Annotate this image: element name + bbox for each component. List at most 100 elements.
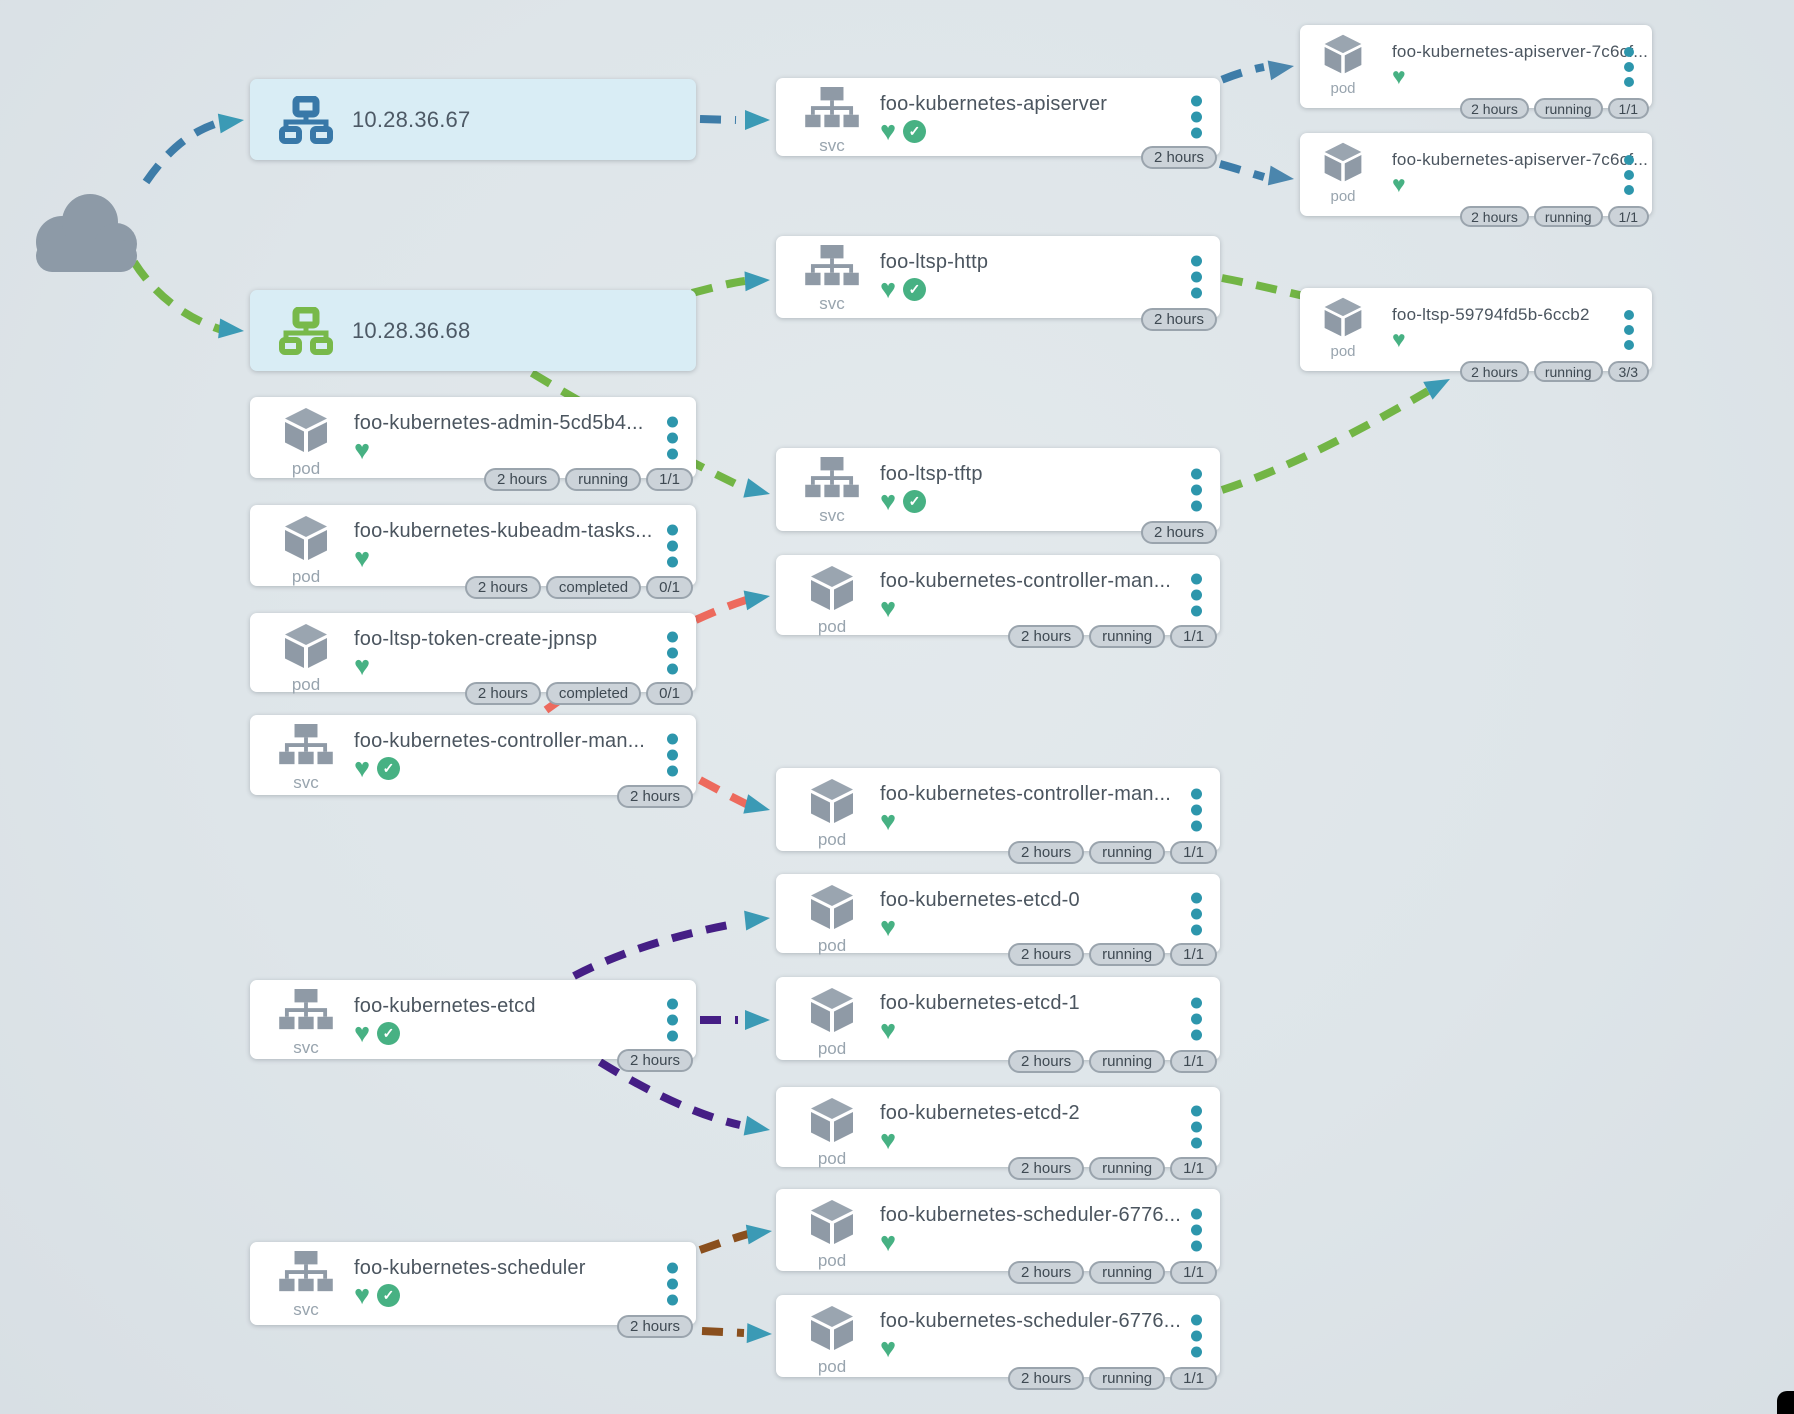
pod-apiserver-2-card[interactable]: pod foo-kubernetes-apiserver-7c6cf... ♥ 2 h…: [1300, 133, 1652, 227]
pod-etcd-0-card[interactable]: pod foo-kubernetes-etcd-0 ♥ 2 hours running 1…: [776, 874, 1220, 966]
pod-controller-manager-1-card[interactable]: pod foo-kubernetes-controller-man... ♥ 2 ho…: [776, 555, 1220, 648]
menu-dot: [1191, 95, 1202, 107]
menu-dot: [1191, 924, 1202, 935]
badge-ready: 1/1: [1607, 98, 1649, 119]
pod-ltsp-token-create-card[interactable]: pod foo-ltsp-token-create-jpnsp ♥ 2 hours co…: [250, 613, 696, 705]
menu-dot: [1191, 804, 1202, 815]
pod-icon-block: pod: [1314, 33, 1372, 96]
host-10-28-36-68-card[interactable]: 10.28.36.68: [250, 290, 696, 371]
menu-dot: [1191, 500, 1202, 511]
menu-dot: [1624, 339, 1634, 350]
badge-age: 2 hours: [616, 785, 693, 808]
kebab-menu-button[interactable]: [665, 1260, 680, 1307]
health-heart-icon: ♥: [880, 806, 897, 836]
host-network-icon: [279, 95, 333, 144]
kebab-menu-button[interactable]: [1189, 94, 1204, 141]
kind-label-pod: pod: [817, 1357, 847, 1376]
kebab-menu-button[interactable]: [1189, 1207, 1204, 1254]
pod-etcd-2-card[interactable]: pod foo-kubernetes-etcd-2 ♥ 2 hours running 1…: [776, 1087, 1220, 1180]
kind-label-pod: pod: [817, 617, 847, 636]
kebab-menu-button[interactable]: [665, 522, 680, 569]
health-indicators: ♥: [880, 1017, 896, 1044]
kind-label-pod: pod: [817, 1251, 847, 1270]
health-check-icon: ✓: [903, 278, 927, 301]
svc-ltsp-tftp-card[interactable]: svc foo-ltsp-tftp ♥ ✓ 2 hours: [776, 448, 1220, 544]
node-title: foo-kubernetes-apiserver-7c6cf...: [1392, 42, 1649, 61]
menu-dot: [1191, 1346, 1202, 1358]
kebab-menu-button[interactable]: [665, 629, 680, 676]
menu-dot: [1624, 46, 1634, 57]
node-title: foo-kubernetes-admin-5cd5b4...: [354, 412, 644, 434]
node-title: foo-kubernetes-controller-man...: [354, 730, 645, 752]
pod-cube-icon: [811, 1200, 853, 1244]
svc-icon-block: svc: [274, 724, 338, 791]
svc-ltsp-http-card[interactable]: svc foo-ltsp-http ♥ ✓ 2 hours: [776, 236, 1220, 331]
menu-dot: [667, 647, 678, 658]
kebab-menu-button[interactable]: [1622, 308, 1636, 352]
edge-arrowhead-svc-scheduler-to-pod2: [746, 1323, 772, 1344]
kind-label-svc: svc: [293, 1038, 319, 1057]
edge-arrowhead-host68-to-svc-tftp: [743, 478, 770, 498]
node-title: foo-kubernetes-etcd-2: [880, 1102, 1080, 1124]
kebab-menu-button[interactable]: [1189, 995, 1204, 1042]
badge-row: 2 hours running 1/1: [1008, 841, 1217, 864]
pod-apiserver-1-card[interactable]: pod foo-kubernetes-apiserver-7c6cf... ♥ 2 h…: [1300, 25, 1652, 119]
kebab-menu-button[interactable]: [665, 732, 680, 779]
pod-icon-block: pod: [800, 1198, 864, 1269]
health-heart-icon: ♥: [880, 1227, 897, 1257]
node-title: foo-kubernetes-apiserver-7c6cf...: [1392, 150, 1649, 169]
node-title: foo-kubernetes-kubeadm-tasks...: [354, 520, 653, 542]
host-10-28-36-67-card[interactable]: 10.28.36.67: [250, 79, 696, 160]
health-heart-icon: ♥: [1392, 63, 1406, 89]
kebab-menu-button[interactable]: [1189, 1313, 1204, 1360]
kebab-menu-button[interactable]: [1622, 45, 1636, 89]
kebab-menu-button[interactable]: [1189, 1104, 1204, 1151]
badge-ready: 0/1: [646, 682, 693, 705]
menu-dot: [1191, 484, 1202, 495]
health-indicators: ♥: [880, 1127, 896, 1154]
kebab-menu-button[interactable]: [1189, 572, 1204, 619]
kebab-menu-button[interactable]: [665, 996, 680, 1043]
menu-dot: [667, 663, 678, 674]
health-check-icon: ✓: [377, 757, 401, 780]
node-title: foo-kubernetes-controller-man...: [880, 783, 1171, 805]
kebab-menu-button[interactable]: [1189, 786, 1204, 833]
pod-scheduler-1-card[interactable]: pod foo-kubernetes-scheduler-6776... ♥ 2 ho…: [776, 1189, 1220, 1284]
kebab-menu-button[interactable]: [1189, 890, 1204, 937]
badge-status: running: [1533, 206, 1603, 227]
kind-label-svc: svc: [293, 1300, 319, 1319]
pod-cube-icon: [811, 988, 853, 1032]
pod-scheduler-2-card[interactable]: pod foo-kubernetes-scheduler-6776... ♥ 2 ho…: [776, 1295, 1220, 1390]
svc-etcd-card[interactable]: svc foo-kubernetes-etcd ♥ ✓ 2 hours: [250, 980, 696, 1072]
pod-etcd-1-card[interactable]: pod foo-kubernetes-etcd-1 ♥ 2 hours running 1…: [776, 977, 1220, 1073]
kind-label-svc: svc: [819, 506, 845, 525]
internet-cloud[interactable]: [28, 184, 142, 282]
menu-dot: [667, 524, 678, 535]
svc-icon-block: svc: [274, 989, 338, 1056]
svc-scheduler-card[interactable]: svc foo-kubernetes-scheduler ♥ ✓ 2 hours: [250, 1242, 696, 1338]
svc-controller-manager-card[interactable]: svc foo-kubernetes-controller-man... ♥ ✓ 2 h…: [250, 715, 696, 808]
pod-admin-card[interactable]: pod foo-kubernetes-admin-5cd5b4... ♥ 2 hour…: [250, 397, 696, 491]
svc-icon-block: svc: [800, 87, 864, 154]
menu-dot: [1191, 892, 1202, 903]
badge-ready: 1/1: [1170, 841, 1217, 864]
svc-apiserver-card[interactable]: svc foo-kubernetes-apiserver ♥ ✓ 2 hours: [776, 78, 1220, 169]
pod-cube-icon: [285, 516, 327, 560]
menu-dot: [1624, 61, 1634, 72]
node-title: foo-kubernetes-etcd: [354, 995, 536, 1017]
kebab-menu-button[interactable]: [1622, 153, 1636, 197]
health-heart-icon: ♥: [354, 435, 371, 465]
pod-ltsp-card[interactable]: pod foo-ltsp-59794fd5b-6ccb2 ♥ 2 hours runni…: [1300, 288, 1652, 382]
kebab-menu-button[interactable]: [1189, 254, 1204, 301]
menu-dot: [1191, 1240, 1202, 1252]
service-icon: [279, 1251, 333, 1292]
health-heart-icon: ♥: [354, 651, 371, 681]
pod-kubeadm-tasks-card[interactable]: pod foo-kubernetes-kubeadm-tasks... ♥ 2 hou…: [250, 505, 696, 599]
kebab-menu-button[interactable]: [1189, 466, 1204, 513]
menu-dot: [667, 631, 678, 642]
kebab-menu-button[interactable]: [665, 414, 680, 461]
pod-controller-manager-2-card[interactable]: pod foo-kubernetes-controller-man... ♥ 2 ho…: [776, 768, 1220, 864]
node-title: foo-kubernetes-scheduler-6776...: [880, 1204, 1182, 1226]
menu-dot: [667, 1278, 678, 1289]
